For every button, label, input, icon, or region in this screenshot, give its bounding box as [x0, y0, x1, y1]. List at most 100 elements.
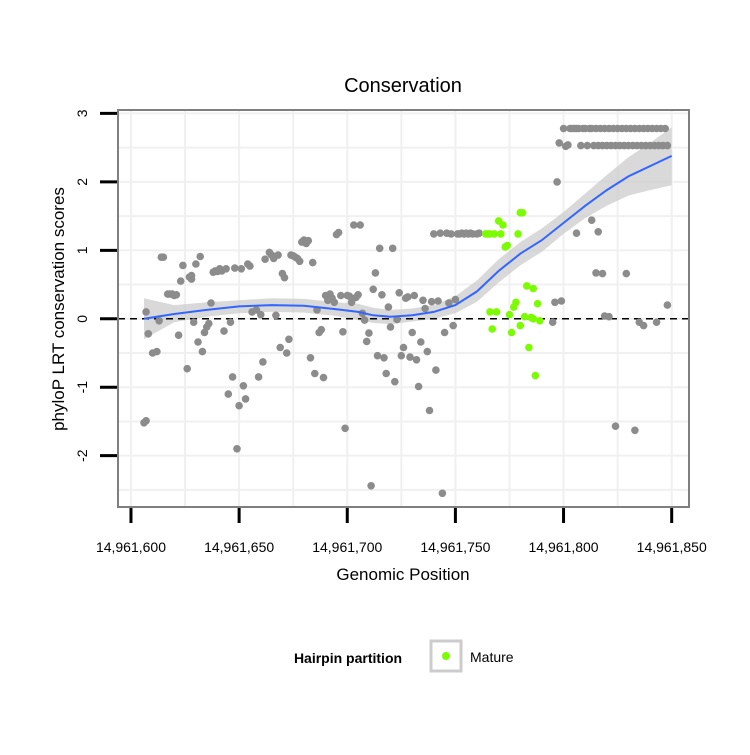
x-tick-label: 14,961,750	[420, 539, 490, 555]
point-other	[432, 366, 440, 374]
point-other	[345, 292, 354, 301]
point-mature	[499, 221, 507, 229]
point-other	[280, 273, 289, 282]
point-other	[330, 298, 339, 307]
point-other	[427, 297, 436, 306]
x-tick-label: 14,961,850	[637, 539, 707, 555]
point-other	[369, 285, 378, 294]
point-other	[187, 275, 196, 283]
point-mature	[503, 241, 512, 250]
point-other	[378, 291, 386, 299]
point-other	[176, 277, 185, 285]
point-other	[652, 318, 661, 327]
point-mature	[531, 371, 540, 380]
point-other	[425, 406, 434, 415]
point-other	[414, 382, 423, 391]
point-other	[438, 489, 447, 498]
point-other	[285, 335, 293, 344]
point-other	[308, 258, 317, 267]
point-other	[451, 295, 460, 304]
point-other	[155, 317, 163, 325]
point-other	[393, 315, 401, 324]
point-other	[192, 260, 200, 268]
point-other	[663, 301, 672, 309]
point-other	[417, 338, 425, 346]
point-other	[350, 221, 358, 229]
point-other	[205, 319, 213, 328]
point-mature	[486, 308, 494, 316]
point-mature	[490, 230, 499, 238]
point-other	[583, 141, 592, 150]
point-other	[172, 291, 181, 299]
point-other	[356, 221, 365, 229]
point-other	[395, 289, 404, 297]
point-other	[661, 124, 669, 133]
point-other	[592, 269, 600, 277]
point-other	[557, 297, 566, 305]
point-other	[408, 328, 417, 337]
point-other	[295, 257, 304, 266]
point-other	[371, 269, 380, 277]
point-other	[373, 351, 382, 360]
point-other	[339, 328, 347, 336]
point-other	[445, 299, 453, 307]
point-other	[564, 141, 572, 149]
point-other	[423, 347, 432, 356]
point-other	[594, 228, 602, 236]
point-other	[447, 230, 455, 238]
point-other	[144, 330, 153, 338]
y-tick-label: -1	[74, 381, 90, 394]
y-tick-label: 1	[74, 246, 90, 254]
point-other	[239, 382, 248, 390]
point-other	[194, 338, 202, 346]
point-other	[274, 251, 282, 259]
point-mature	[507, 328, 516, 337]
point-other	[553, 178, 561, 186]
point-mature	[536, 317, 544, 325]
point-mature	[518, 208, 527, 217]
point-other	[235, 401, 243, 410]
point-other	[572, 229, 581, 237]
point-other	[282, 349, 291, 357]
point-other	[198, 347, 207, 356]
y-tick-label: 3	[74, 109, 90, 117]
x-tick-label: 14,961,600	[96, 539, 166, 555]
smooth-fit-line	[143, 154, 673, 320]
point-other	[337, 291, 345, 300]
point-other	[226, 318, 235, 327]
point-other	[207, 299, 215, 307]
point-other	[159, 253, 168, 261]
point-other	[241, 395, 250, 403]
legend-key-dot	[442, 652, 450, 660]
point-mature	[505, 310, 514, 319]
point-other	[577, 141, 585, 150]
point-other	[142, 417, 150, 425]
data-points	[140, 124, 672, 498]
point-other	[228, 373, 237, 381]
point-mature	[529, 315, 538, 323]
point-other	[367, 482, 375, 490]
point-mature	[514, 230, 522, 238]
point-other	[153, 347, 161, 356]
point-other	[410, 291, 419, 300]
point-other	[317, 325, 326, 334]
point-other	[598, 269, 607, 278]
point-mature	[488, 325, 497, 333]
smooth-fit-path	[143, 154, 673, 320]
point-other	[380, 354, 388, 362]
legend-entry-mature: Mature	[470, 649, 514, 665]
point-mature	[523, 282, 531, 290]
point-mature	[512, 298, 520, 307]
point-other	[475, 229, 484, 237]
point-other	[306, 354, 315, 362]
point-other	[384, 303, 393, 311]
point-mature	[520, 312, 529, 321]
plot-border	[117, 109, 690, 508]
x-tick-label: 14,961,800	[529, 539, 599, 555]
point-mature	[516, 321, 525, 330]
point-other	[382, 369, 391, 378]
point-mature	[492, 308, 501, 316]
point-other	[174, 331, 183, 340]
point-mature	[525, 343, 533, 352]
